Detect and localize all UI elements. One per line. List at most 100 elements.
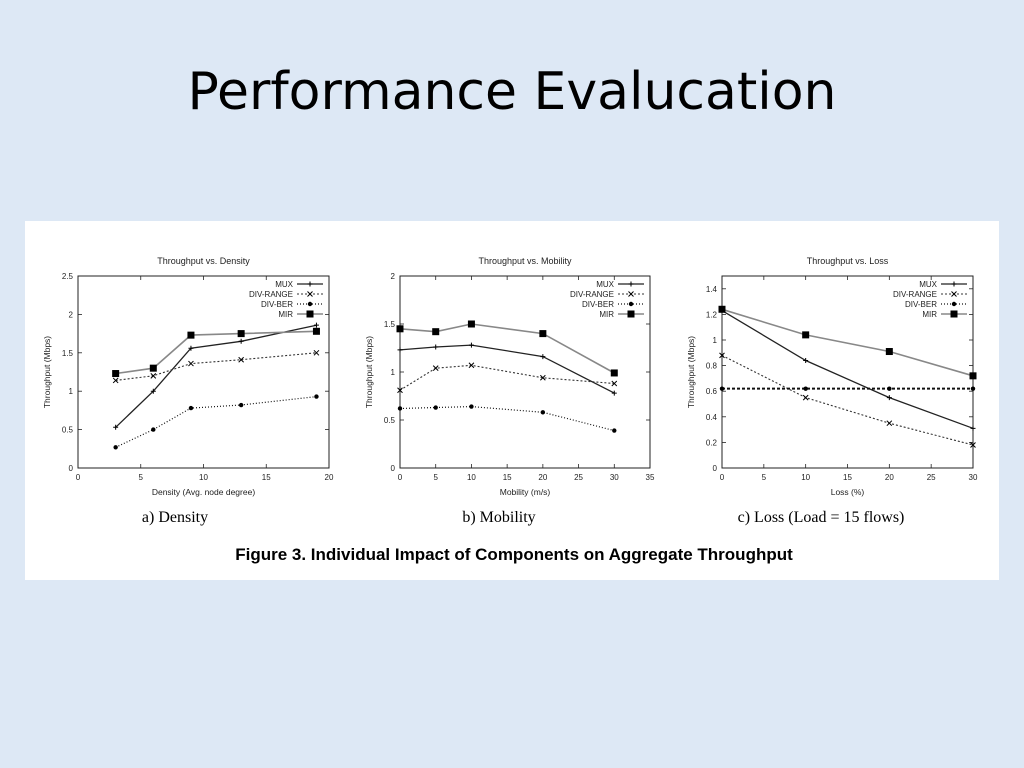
subcaption-density: a) Density: [142, 509, 208, 526]
series-line-mir: [115, 330, 317, 375]
y-tick-label: 2.5: [62, 272, 74, 281]
x-tick-label: 25: [927, 473, 936, 482]
subcaption-mobility: b) Mobility: [462, 509, 535, 526]
series-point: [313, 322, 319, 328]
series-point: [539, 330, 547, 338]
y-tick-label: 1.4: [706, 285, 718, 294]
series-point: [969, 372, 977, 380]
series-point: [802, 394, 809, 401]
y-tick-label: 2: [391, 272, 396, 281]
y-tick-label: 0.8: [706, 362, 718, 371]
series-point: [238, 402, 244, 408]
x-tick-label: 15: [262, 473, 271, 482]
y-tick-label: 1.5: [62, 349, 74, 358]
series-point: [951, 301, 957, 307]
series-point: [307, 281, 313, 287]
legend-label: DIV-BER: [905, 300, 937, 309]
series-point: [886, 420, 893, 427]
x-tick-label: 0: [76, 473, 81, 482]
series-point: [540, 410, 546, 415]
legend-label: MUX: [596, 280, 614, 289]
x-tick-label: 30: [969, 473, 978, 482]
x-axis-label: Mobility (m/s): [500, 487, 551, 497]
x-tick-label: 5: [762, 473, 767, 482]
legend-label: MUX: [919, 280, 937, 289]
series-point: [307, 291, 313, 297]
series-point: [307, 301, 313, 307]
figure-caption: Figure 3. Individual Impact of Component…: [235, 545, 793, 564]
series-point: [113, 424, 119, 430]
chart-title: Throughput vs. Mobility: [478, 256, 572, 266]
legend-label: DIV-RANGE: [249, 290, 293, 299]
series-point: [627, 310, 635, 318]
series-point: [238, 338, 244, 344]
series-point: [150, 388, 156, 394]
series-point: [951, 291, 957, 297]
series-point: [468, 362, 475, 369]
series-line-div-range: [721, 354, 974, 446]
series-point: [433, 405, 438, 410]
series-point: [397, 347, 403, 353]
series-point: [433, 344, 439, 350]
series-point: [611, 390, 617, 396]
series-line-div-range: [399, 364, 615, 391]
y-tick-label: 0: [391, 464, 396, 473]
x-tick-label: 15: [843, 473, 852, 482]
series-point: [628, 281, 634, 287]
x-tick-label: 5: [433, 473, 438, 482]
series-point: [187, 331, 195, 339]
chart-density: Throughput vs. Density 0 5 10 15 20 0 0.5 1 1.5 2 2…: [42, 256, 334, 497]
series-point: [432, 365, 439, 372]
y-tick-label: 0.5: [384, 416, 396, 425]
x-tick-label: 10: [199, 473, 208, 482]
subcaption-loss: c) Loss (Load = 15 flows): [738, 509, 905, 526]
series-point: [540, 374, 546, 381]
legend-label: MIR: [599, 310, 614, 319]
chart-title: Throughput vs. Density: [157, 256, 250, 266]
legend-label: DIV-RANGE: [893, 290, 937, 299]
series-point: [540, 354, 546, 360]
legend-label: MIR: [278, 310, 293, 319]
x-tick-label: 5: [139, 473, 144, 482]
y-tick-label: 0: [69, 464, 74, 473]
y-tick-label: 1.2: [706, 310, 718, 319]
series-point: [467, 320, 475, 328]
series-point: [188, 360, 194, 367]
series-line-div-ber: [115, 396, 317, 448]
y-tick-label: 1: [713, 336, 718, 345]
y-axis-label: Throughput (Mbps): [364, 336, 374, 408]
x-tick-label: 0: [398, 473, 403, 482]
y-tick-label: 0: [713, 464, 718, 473]
series-point: [611, 380, 618, 387]
x-tick-label: 10: [801, 473, 810, 482]
series-line-mir: [399, 323, 615, 374]
y-tick-label: 0.5: [62, 426, 74, 435]
series-point: [397, 387, 403, 394]
x-tick-label: 30: [610, 473, 619, 482]
y-axis-label: Throughput (Mbps): [686, 336, 696, 408]
y-tick-label: 1: [391, 368, 396, 377]
series-point: [802, 331, 810, 339]
slide-title: Performance Evalucation: [187, 62, 837, 122]
series-point: [887, 386, 892, 391]
series-point: [628, 301, 634, 307]
series-line-mux: [115, 324, 317, 428]
series-point: [113, 445, 118, 450]
series-point: [719, 352, 725, 359]
series-point: [951, 281, 957, 287]
series-point: [803, 386, 808, 391]
series-point: [112, 370, 120, 378]
legend-label: DIV-BER: [582, 300, 614, 309]
series-point: [188, 345, 194, 351]
series-point: [312, 327, 320, 335]
x-tick-label: 20: [325, 473, 334, 482]
legend-label: DIV-RANGE: [570, 290, 614, 299]
series-point: [313, 349, 320, 356]
series-point: [970, 442, 976, 448]
series-point: [885, 348, 893, 356]
x-tick-label: 20: [885, 473, 894, 482]
series-point: [396, 325, 404, 333]
y-axis-label: Throughput (Mbps): [42, 336, 52, 408]
y-tick-label: 0.4: [706, 413, 718, 422]
